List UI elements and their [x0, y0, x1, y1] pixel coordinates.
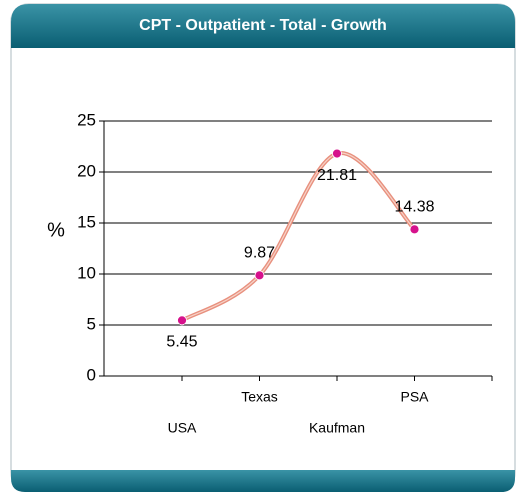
y-tick-label: 5	[87, 314, 96, 333]
line-highlight	[181, 152, 415, 321]
x-tick-label: PSA	[400, 389, 429, 405]
y-tick-label: 0	[87, 365, 96, 384]
point	[332, 148, 342, 159]
panel-footer	[11, 470, 515, 492]
x-tick-label: USA	[168, 420, 197, 436]
data-label: 21.81	[317, 167, 357, 184]
point	[177, 315, 187, 326]
data-label: 5.45	[166, 334, 197, 351]
data-label: 9.87	[244, 245, 275, 262]
y-tick-label: 20	[77, 161, 96, 180]
y-axis-label: %	[47, 219, 65, 241]
point	[409, 224, 420, 235]
y-tick-label: 25	[77, 110, 96, 129]
x-tick-label: Texas	[241, 389, 278, 405]
y-tick-label: 15	[77, 212, 96, 231]
point	[254, 270, 265, 281]
y-tick-label: 10	[77, 263, 96, 282]
panel-header	[11, 4, 515, 48]
data-label: 14.38	[394, 199, 434, 216]
chart-title: CPT - Outpatient - Total - Growth	[139, 17, 387, 34]
x-tick-label: Kaufman	[309, 420, 365, 436]
